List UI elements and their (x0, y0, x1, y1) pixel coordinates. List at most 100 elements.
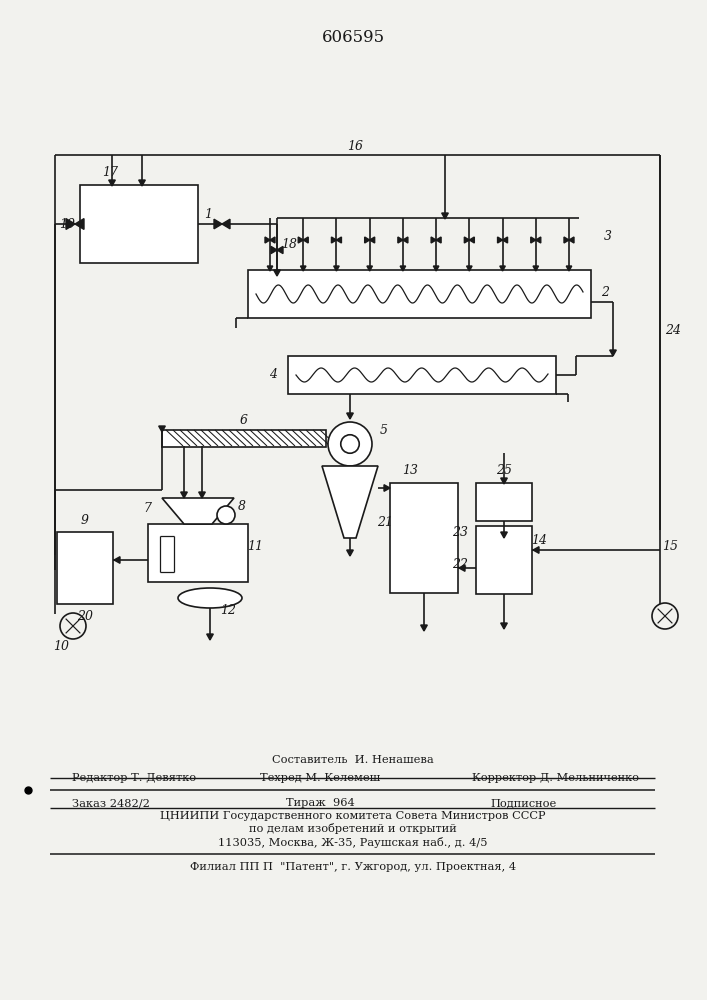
Text: 21: 21 (377, 516, 393, 530)
Bar (288, 356, 556, 394)
Polygon shape (500, 266, 506, 271)
Polygon shape (265, 237, 270, 243)
Polygon shape (536, 237, 541, 243)
Text: Составитель  И. Ненашева: Составитель И. Ненашева (272, 755, 434, 765)
Bar (248, 270, 591, 318)
Text: 5: 5 (380, 424, 388, 436)
Polygon shape (199, 492, 205, 498)
Circle shape (217, 506, 235, 524)
Polygon shape (303, 237, 308, 243)
Polygon shape (139, 180, 146, 186)
Polygon shape (322, 466, 378, 538)
Text: 3: 3 (604, 230, 612, 242)
Text: 14: 14 (531, 534, 547, 546)
Polygon shape (162, 498, 234, 524)
Polygon shape (158, 426, 165, 432)
Text: 22: 22 (452, 558, 468, 570)
Circle shape (328, 422, 372, 466)
Polygon shape (533, 547, 539, 553)
Polygon shape (222, 219, 230, 229)
Polygon shape (332, 237, 337, 243)
Text: 20: 20 (77, 609, 93, 622)
Polygon shape (214, 219, 222, 229)
Polygon shape (442, 213, 448, 219)
Text: 17: 17 (102, 165, 118, 178)
Polygon shape (398, 237, 403, 243)
Polygon shape (503, 237, 508, 243)
Polygon shape (569, 237, 574, 243)
Bar (476, 483, 532, 521)
Polygon shape (300, 266, 306, 271)
Polygon shape (367, 266, 373, 271)
Text: 19: 19 (59, 218, 75, 231)
Polygon shape (467, 266, 472, 271)
Text: 2: 2 (601, 286, 609, 298)
Polygon shape (271, 246, 277, 254)
Text: Техред М. Келемеш: Техред М. Келемеш (260, 773, 380, 783)
Polygon shape (346, 550, 354, 556)
Polygon shape (459, 565, 465, 571)
Bar (162, 430, 326, 447)
Polygon shape (436, 237, 441, 243)
Polygon shape (270, 237, 275, 243)
Polygon shape (277, 246, 283, 254)
Text: 7: 7 (143, 502, 151, 516)
Polygon shape (370, 237, 375, 243)
Polygon shape (109, 180, 115, 186)
Polygon shape (498, 237, 503, 243)
Text: 606595: 606595 (322, 29, 385, 46)
Polygon shape (533, 266, 539, 271)
Polygon shape (114, 557, 120, 563)
Polygon shape (531, 237, 536, 243)
Polygon shape (75, 219, 84, 229)
Text: 9: 9 (81, 514, 89, 526)
Text: 6: 6 (240, 414, 248, 428)
Bar (57, 532, 113, 604)
Polygon shape (337, 237, 341, 243)
Text: 1: 1 (204, 209, 212, 222)
Text: Заказ 2482/2: Заказ 2482/2 (72, 798, 150, 808)
Circle shape (341, 435, 359, 453)
Polygon shape (365, 237, 370, 243)
Text: Филиал ПП П  "Патент", г. Ужгород, ул. Проектная, 4: Филиал ПП П "Патент", г. Ужгород, ул. Пр… (190, 862, 516, 872)
Polygon shape (384, 485, 390, 491)
Text: 18: 18 (281, 238, 297, 251)
Polygon shape (469, 237, 474, 243)
Text: 113035, Москва, Ж-35, Раушская наб., д. 4/5: 113035, Москва, Ж-35, Раушская наб., д. … (218, 836, 488, 848)
Text: 8: 8 (238, 499, 246, 512)
Polygon shape (274, 270, 280, 276)
Polygon shape (334, 266, 339, 271)
Bar (390, 483, 458, 593)
Bar (476, 526, 532, 594)
Text: 25: 25 (496, 464, 512, 478)
Polygon shape (464, 237, 469, 243)
Text: ЦНИИПИ Государственного комитета Совета Министров СССР: ЦНИИПИ Государственного комитета Совета … (160, 811, 546, 821)
Bar (80, 185, 198, 263)
Text: по делам изобретений и открытий: по делам изобретений и открытий (249, 824, 457, 834)
Text: 23: 23 (452, 526, 468, 540)
Text: 12: 12 (220, 603, 236, 616)
Polygon shape (400, 266, 406, 271)
Polygon shape (501, 623, 508, 629)
Polygon shape (421, 625, 427, 631)
Polygon shape (501, 532, 508, 538)
Text: 11: 11 (247, 540, 263, 552)
Text: 16: 16 (347, 140, 363, 153)
Polygon shape (433, 266, 439, 271)
Text: Тираж  964: Тираж 964 (286, 798, 354, 808)
Polygon shape (564, 237, 569, 243)
Text: Редактор Т. Девятко: Редактор Т. Девятко (72, 773, 196, 783)
Text: Корректор Д. Мельниченко: Корректор Д. Мельниченко (472, 773, 638, 783)
Polygon shape (431, 237, 436, 243)
Polygon shape (267, 266, 273, 271)
Polygon shape (206, 634, 214, 640)
Text: 24: 24 (665, 324, 681, 336)
Polygon shape (181, 492, 187, 498)
Text: 15: 15 (662, 540, 678, 552)
Polygon shape (566, 266, 572, 271)
Ellipse shape (178, 588, 242, 608)
Polygon shape (298, 237, 303, 243)
Text: 10: 10 (53, 641, 69, 654)
Text: 4: 4 (269, 368, 277, 381)
Polygon shape (609, 350, 617, 356)
